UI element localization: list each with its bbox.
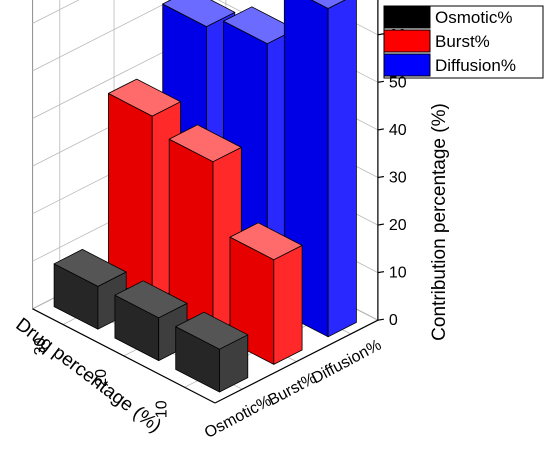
z-tick-label: 0 [389, 312, 398, 329]
legend-swatch [383, 5, 431, 29]
legend-swatch [383, 53, 431, 77]
bar-face-top [162, 0, 236, 28]
y-tick-label: Diffusion% [309, 337, 384, 388]
bar-face-top [175, 311, 249, 350]
axis-line [32, 308, 216, 404]
bar-osmotic-10 [175, 311, 249, 393]
y-tick-label: Osmotic% [202, 393, 274, 442]
z-tick-label: 10 [389, 265, 407, 282]
x-tick-label: 20 [93, 369, 110, 387]
legend-label: Burst% [435, 32, 490, 51]
z-tick-mark [377, 223, 384, 226]
bar-face-top [310, 0, 346, 9]
z-tick-mark [377, 80, 384, 83]
x-tick-label: 10 [154, 400, 171, 418]
z-tick-label: 50 [389, 74, 407, 91]
bar-face-right [273, 244, 303, 365]
z-tick-mark [377, 33, 384, 36]
x-tick-label: 30 [32, 338, 49, 356]
z-tick-mark [377, 175, 384, 179]
bar-face-right [327, 0, 357, 338]
z-tick-mark [377, 318, 384, 321]
bar-face-top [168, 124, 242, 163]
z-tick-mark [377, 271, 384, 274]
z-axis-label: Contribution percentage (%) [429, 103, 450, 341]
bar-face-top [108, 78, 181, 117]
z-tick-mark [377, 128, 384, 131]
z-tick-label: 40 [389, 122, 407, 139]
legend-label: Diffusion% [435, 56, 516, 75]
bar-burst-10 [229, 222, 303, 365]
bars [53, 0, 357, 393]
legend-swatch [383, 29, 431, 53]
bar-face-top [114, 280, 188, 319]
bar-face-top [53, 248, 127, 287]
z-tick-label: 30 [389, 169, 407, 186]
bar-face-top [229, 222, 303, 261]
axis-line [214, 319, 379, 404]
legend: Osmotic% Burst% Diffusion% [383, 5, 544, 79]
z-axis-label-group: Contribution percentage (%) [429, 103, 450, 341]
z-tick-label: 20 [389, 217, 407, 234]
legend-frame [383, 5, 544, 79]
legend-label: Osmotic% [435, 8, 512, 27]
